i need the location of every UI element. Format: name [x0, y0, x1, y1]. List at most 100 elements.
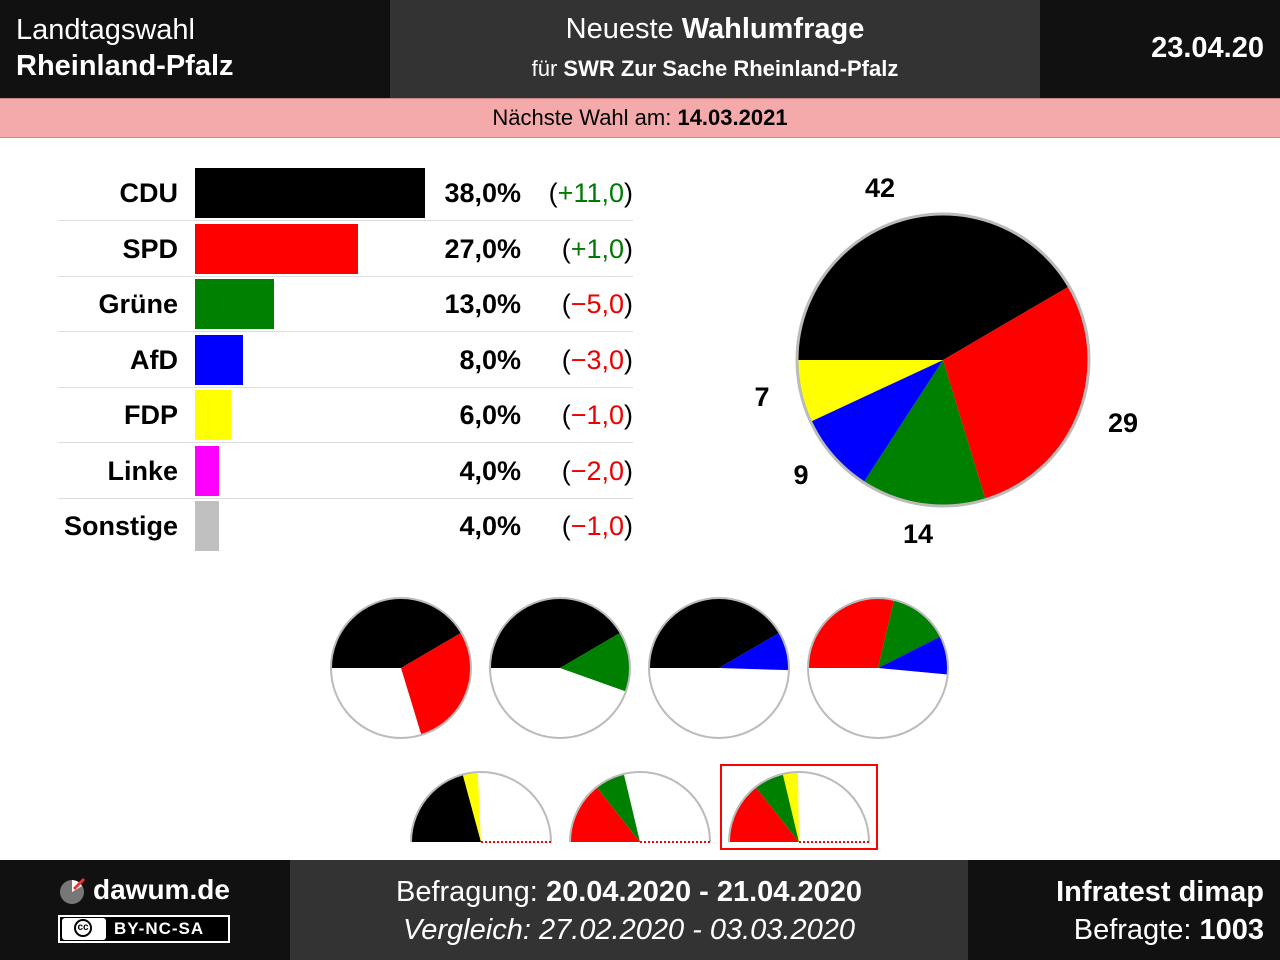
license-badge[interactable]: cc BY-NC-SA — [58, 915, 230, 943]
percent-label: 38,0% — [444, 178, 521, 208]
footer: dawum.de cc BY-NC-SA Befragung: 20.04.20… — [0, 860, 1280, 960]
coalition-slice-spd — [570, 787, 640, 842]
seat-label: 7 — [754, 382, 769, 412]
table-row: Linke 4,0% (−2,0) — [58, 444, 633, 499]
seat-slice-afd — [810, 360, 943, 483]
coalition-slice-grüne — [596, 773, 640, 842]
respondents-label: Befragte: — [1073, 914, 1200, 946]
bar — [195, 390, 231, 440]
coalition-slice-cdu — [490, 598, 621, 668]
bar — [195, 334, 243, 385]
change-label: (+11,0) — [548, 178, 633, 208]
bar — [195, 223, 358, 274]
header: Landtagswahl Rheinland-Pfalz Neueste Wah… — [0, 0, 1280, 98]
coalition-slice-fdp — [782, 772, 799, 842]
party-name: Grüne — [98, 289, 178, 319]
survey-period: Befragung: 20.04.2020 - 21.04.2020 — [290, 876, 968, 909]
party-name: FDP — [124, 400, 178, 430]
seat-label: 42 — [865, 173, 895, 203]
coalition-slice-fdp — [462, 772, 481, 842]
coalition-slice-spd — [808, 598, 895, 668]
seat-label: 9 — [793, 460, 808, 490]
seat-slice-grüne — [863, 360, 986, 506]
respondents-count: 1003 — [1199, 914, 1264, 946]
site-name[interactable]: dawum.de — [93, 874, 230, 905]
bar — [195, 279, 274, 329]
party-name: CDU — [119, 178, 179, 208]
coalition-halfpie-outline — [569, 771, 711, 843]
change-label: (−2,0) — [561, 455, 633, 486]
change-label: (−1,0) — [561, 400, 633, 430]
percent-label: 13,0% — [444, 289, 521, 319]
subtitle-prefix: Neueste — [565, 13, 682, 45]
survey-label: Befragung: — [395, 876, 546, 908]
coalition-pie-outline — [489, 597, 631, 739]
table-row: Sonstige 4,0% (−1,0) — [58, 499, 633, 554]
coalition-pie-outline — [807, 597, 949, 739]
coalition-slice-cdu — [649, 598, 780, 668]
header-date-box: 23.04.20 — [1042, 0, 1280, 98]
institute-name: Infratest dimap — [1056, 876, 1264, 908]
change-label: (−3,0) — [561, 344, 633, 375]
poll-date: 23.04.20 — [1151, 32, 1264, 64]
footer-institute: Infratest dimap Befragte: 1003 — [970, 860, 1280, 960]
coalition-halfpie-outline — [728, 771, 870, 843]
next-election-date: 14.03.2021 — [677, 105, 788, 130]
seat-label: 14 — [903, 519, 933, 549]
client-prefix: für — [531, 56, 564, 81]
table-row: CDU 38,0% (+11,0) — [58, 166, 633, 221]
bar — [195, 501, 219, 551]
change-label: (+1,0) — [561, 233, 633, 264]
bar — [195, 168, 425, 218]
coalition-slice-grüne — [755, 773, 799, 842]
title-line1: Landtagswahl — [16, 14, 195, 46]
table-row: AfD 8,0% (−3,0) — [58, 333, 633, 388]
seat-slice-spd — [943, 286, 1089, 500]
party-name: SPD — [122, 233, 178, 264]
coalition-slice-grüne — [560, 632, 630, 692]
footer-branding: dawum.de cc BY-NC-SA — [0, 860, 288, 960]
party-name: Sonstige — [63, 511, 178, 541]
percent-label: 4,0% — [459, 511, 521, 541]
coalition-slice-afd — [878, 636, 948, 675]
party-name: Linke — [107, 455, 178, 486]
coalition-pie-outline — [330, 597, 472, 739]
coalition-slice-cdu — [411, 774, 481, 842]
compare-period: Vergleich: 27.02.2020 - 03.03.2020 — [403, 914, 855, 946]
coalition-slice-afd — [719, 632, 789, 671]
title-line2: Rheinland-Pfalz — [16, 50, 234, 82]
footer-survey-info: Befragung: 20.04.2020 - 21.04.2020 Vergl… — [290, 860, 968, 960]
header-center: Neueste Wahlumfrage für SWR Zur Sache Rh… — [390, 0, 1040, 98]
coalition-slice-cdu — [331, 597, 462, 668]
coalition-halfpie-outline — [410, 771, 552, 843]
seat-label: 29 — [1108, 408, 1138, 438]
seat-slice-cdu — [797, 214, 1070, 360]
coalition-slice-spd — [729, 787, 799, 842]
license-text: BY-NC-SA — [114, 919, 205, 938]
cc-icon: cc — [62, 918, 106, 940]
header-title: Landtagswahl Rheinland-Pfalz — [0, 0, 388, 98]
table-row: FDP 6,0% (−1,0) — [58, 388, 633, 443]
seat-slice-fdp — [797, 360, 943, 422]
next-election-banner: Nächste Wahl am: 14.03.2021 — [0, 98, 1280, 138]
subtitle-bold: Wahlumfrage — [681, 13, 865, 45]
survey-dates: 20.04.2020 - 21.04.2020 — [545, 876, 862, 908]
seat-pie-outline — [795, 212, 1091, 508]
party-name: AfD — [130, 344, 178, 375]
percent-label: 4,0% — [459, 455, 521, 486]
next-election-label: Nächste Wahl am: — [492, 105, 678, 130]
table-row: Grüne 13,0% (−5,0) — [58, 277, 633, 332]
table-row: SPD 27,0% (+1,0) — [58, 222, 633, 277]
dawum-logo-icon — [60, 877, 86, 904]
header-client: für SWR Zur Sache Rheinland-Pfalz — [390, 56, 1040, 82]
percent-label: 8,0% — [459, 344, 521, 375]
highlight-box — [720, 764, 878, 850]
percent-label: 6,0% — [459, 400, 521, 430]
coalition-slice-spd — [401, 632, 471, 735]
coalition-slice-grüne — [878, 599, 941, 668]
header-subtitle: Neueste Wahlumfrage — [390, 13, 1040, 46]
respondents: Befragte: 1003 — [1074, 914, 1264, 947]
change-label: (−1,0) — [561, 511, 633, 541]
client-name: SWR Zur Sache Rheinland-Pfalz — [563, 56, 899, 81]
percent-label: 27,0% — [444, 233, 521, 264]
